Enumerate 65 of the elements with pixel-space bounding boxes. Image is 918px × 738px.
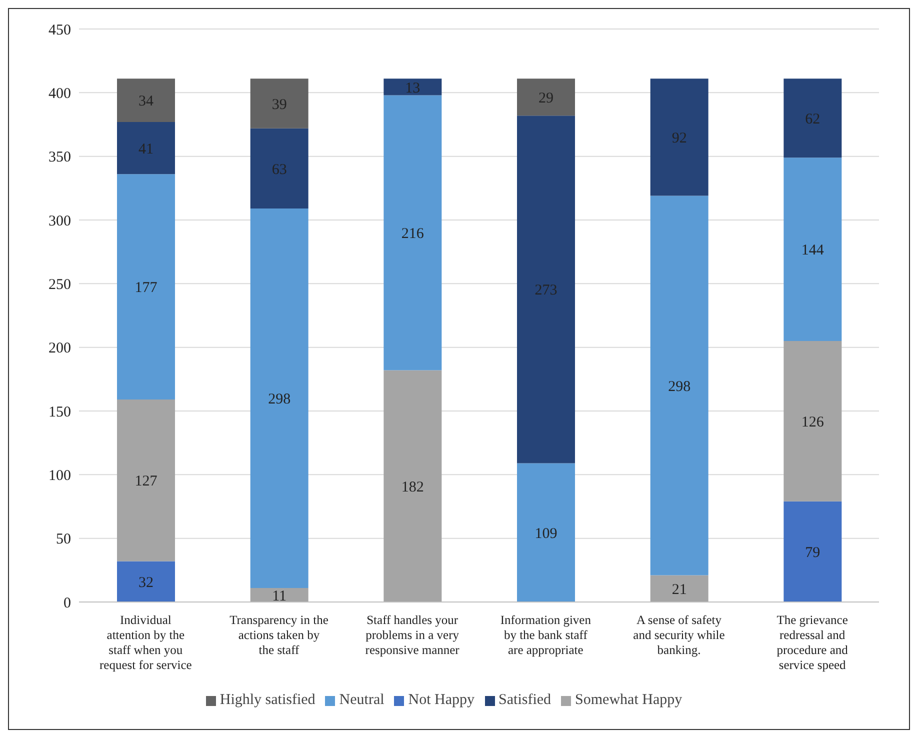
data-label: 32 (138, 574, 154, 591)
bar (117, 400, 175, 562)
bar (250, 128, 308, 209)
x-tick-label: The grievance redressal and procedure and service speed (776, 613, 849, 672)
legend-label: Somewhat Happy (575, 692, 682, 708)
data-label: 126 (801, 414, 824, 431)
y-tick-label: 150 (48, 404, 71, 420)
x-tick-label: Individual attention by the staff when you request for service (100, 613, 192, 672)
x-tick-label: A sense of safety and security while banking. (633, 613, 726, 657)
bar (650, 78, 708, 196)
data-label: 21 (672, 582, 687, 598)
data-label: 109 (534, 526, 558, 542)
x-tick-label: Transparency in the actions taken by the staff (230, 613, 329, 657)
data-label: 29 (538, 90, 554, 106)
data-label: 92 (672, 130, 687, 147)
bar (784, 158, 842, 341)
bar (250, 78, 308, 128)
x-tick-label: Information given by the bank staff are appropriate (500, 613, 592, 657)
bar (517, 116, 575, 464)
bar (117, 561, 175, 602)
y-tick-label: 100 (48, 468, 71, 484)
data-label: 144 (801, 242, 824, 259)
bar (117, 78, 175, 122)
bar (117, 174, 175, 400)
data-label: 298 (668, 378, 691, 395)
legend-label: Not Happy (408, 692, 475, 708)
legend-label: Neutral (339, 692, 384, 708)
y-tick-label: 300 (48, 213, 71, 230)
y-tick-label: 200 (48, 340, 71, 357)
x-tick-label: Staff handles your problems in a very responsive manner (365, 613, 460, 657)
bar (384, 370, 442, 602)
bar (517, 463, 575, 602)
bar (650, 575, 708, 602)
y-tick-label: 0 (64, 595, 71, 612)
y-tick-label: 350 (48, 150, 71, 166)
bar (250, 208, 308, 588)
bar (117, 122, 175, 174)
y-tick-label: 250 (48, 276, 71, 293)
data-label: 273 (534, 282, 558, 299)
y-tick-label: 400 (48, 86, 71, 102)
y-tick-label: 50 (56, 532, 71, 548)
data-label: 41 (138, 141, 154, 158)
bar (250, 588, 308, 602)
legend-label: Highly satisfied (220, 692, 316, 708)
data-label: 216 (401, 226, 424, 242)
bar (650, 196, 708, 576)
bar (517, 78, 575, 116)
data-label: 177 (134, 280, 158, 296)
bar (784, 78, 842, 158)
data-label: 182 (401, 479, 424, 496)
data-label: 63 (272, 162, 287, 178)
data-label: 298 (268, 392, 291, 408)
data-label: 62 (805, 111, 820, 128)
data-label: 127 (134, 474, 158, 490)
y-tick-label: 450 (48, 22, 71, 38)
data-label: 11 (272, 588, 287, 604)
data-label: 13 (405, 80, 420, 96)
legend-label: Satisfied (498, 692, 552, 708)
bar (784, 340, 842, 502)
data-label: 34 (138, 94, 154, 110)
data-label: 39 (272, 96, 287, 113)
bar (384, 95, 442, 370)
bar (784, 501, 842, 602)
data-label: 79 (805, 545, 820, 562)
bar (384, 78, 442, 96)
